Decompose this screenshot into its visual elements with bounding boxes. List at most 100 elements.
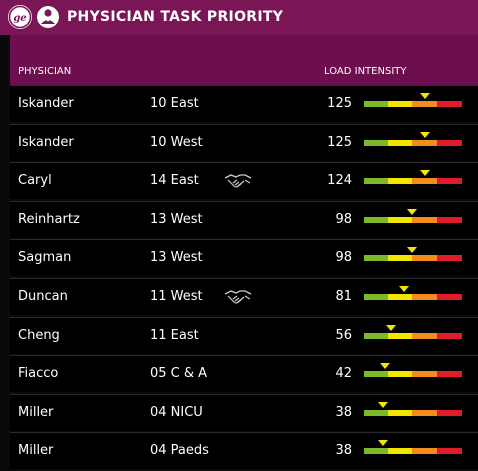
intensity-segment [412, 216, 437, 223]
intensity-segment [412, 255, 437, 262]
intensity-segment [437, 409, 462, 416]
unit-location: 11 West [150, 288, 203, 304]
table-row[interactable]: Iskander 10 East 125 [10, 85, 478, 122]
load-intensity-bar [364, 440, 462, 455]
intensity-segment [412, 139, 437, 146]
intensity-marker [377, 440, 388, 447]
load-intensity-bar [364, 170, 462, 185]
intensity-segment [437, 216, 462, 223]
page-title: PHYSICIAN TASK PRIORITY [67, 9, 284, 25]
physician-name: Iskander [18, 134, 74, 150]
load-intensity-bar [364, 93, 462, 107]
physician-name: Caryl [18, 173, 52, 189]
intensity-segment [388, 139, 412, 146]
table-row[interactable]: Sagman 13 West 98 [10, 239, 478, 277]
svg-text:ge: ge [13, 13, 26, 24]
intensity-segment [388, 332, 412, 339]
load-intensity-bar [364, 324, 462, 339]
app-header: ge PHYSICIAN TASK PRIORITY [0, 0, 478, 35]
unit-location: 13 West [150, 250, 203, 266]
unit-location: 05 C & A [150, 366, 208, 382]
ge-logo-icon: ge [8, 5, 32, 29]
load-intensity-bar [364, 285, 462, 300]
physician-name: Reinhartz [18, 211, 80, 227]
table-row[interactable]: Miller 04 NICU 38 [10, 393, 478, 431]
intensity-segment [437, 178, 462, 185]
load-value: 98 [335, 211, 352, 227]
load-value: 42 [335, 366, 352, 382]
intensity-segment [364, 216, 388, 223]
intensity-segment [412, 448, 437, 455]
load-value: 38 [335, 443, 352, 459]
intensity-segment [388, 293, 412, 300]
load-value: 125 [327, 134, 352, 150]
load-value: 124 [327, 173, 352, 189]
unit-location: 13 West [150, 211, 203, 227]
table-row[interactable]: Reinhartz 13 West 98 [10, 200, 478, 238]
load-intensity-bar [364, 247, 462, 262]
intensity-segment [388, 255, 412, 262]
intensity-marker [386, 324, 397, 331]
intensity-segment [364, 101, 388, 107]
intensity-marker [407, 247, 418, 254]
load-value: 98 [335, 250, 352, 266]
intensity-segment [364, 332, 388, 339]
intensity-segment [437, 139, 462, 146]
unit-location: 11 East [150, 327, 199, 343]
intensity-segment [412, 371, 437, 378]
table-row[interactable]: Iskander 10 West 125 [10, 123, 478, 161]
intensity-segment [364, 371, 388, 378]
intensity-segment [364, 293, 388, 300]
intensity-segment [437, 293, 462, 300]
intensity-marker [420, 93, 431, 99]
physician-name: Iskander [18, 96, 74, 111]
physician-name: Miller [18, 443, 54, 459]
unit-location: 10 East [150, 96, 199, 111]
intensity-segment [364, 178, 388, 185]
intensity-segment [388, 101, 412, 107]
load-value: 125 [327, 96, 352, 111]
intensity-segment [437, 371, 462, 378]
physician-icon [36, 5, 60, 29]
column-header-load-intensity: LOAD INTENSITY [324, 66, 407, 77]
intensity-segment [364, 139, 388, 146]
intensity-segment [437, 255, 462, 262]
load-value: 56 [335, 327, 352, 343]
intensity-segment [412, 101, 437, 107]
intensity-segment [412, 409, 437, 416]
intensity-segment [388, 448, 412, 455]
intensity-marker [377, 401, 388, 408]
table-row[interactable]: Fiacco 05 C & A 42 [10, 355, 478, 393]
intensity-marker [407, 208, 418, 215]
unit-location: 14 East [150, 173, 199, 189]
physician-name: Miller [18, 404, 54, 420]
intensity-segment [412, 332, 437, 339]
physician-list: Iskander 10 East 125 Iskander 10 West 125 Cary… [10, 85, 478, 471]
intensity-segment [412, 178, 437, 185]
intensity-segment [412, 293, 437, 300]
table-row[interactable]: Duncan 11 West 81 [10, 277, 478, 315]
intensity-segment [364, 255, 388, 262]
intensity-marker [420, 131, 431, 138]
physician-name: Cheng [18, 327, 60, 343]
intensity-segment [437, 332, 462, 339]
table-row[interactable]: Caryl 14 East 124 [10, 162, 478, 200]
table-row[interactable]: Cheng 11 East 56 [10, 316, 478, 354]
column-header-physician: PHYSICIAN [18, 66, 72, 77]
table-row[interactable]: Miller 04 Paeds 38 [10, 432, 478, 470]
physician-name: Fiacco [18, 366, 59, 382]
intensity-segment [388, 216, 412, 223]
intensity-marker [379, 363, 390, 370]
unit-location: 04 NICU [150, 404, 203, 420]
load-intensity-bar [364, 401, 462, 416]
load-value: 81 [335, 288, 352, 304]
intensity-marker [398, 285, 409, 292]
load-value: 38 [335, 404, 352, 420]
unit-location: 04 Paeds [150, 443, 209, 459]
intensity-marker [419, 170, 430, 177]
load-intensity-bar [364, 363, 462, 378]
intensity-segment [437, 101, 462, 107]
handshake-icon [224, 172, 252, 190]
intensity-segment [388, 178, 412, 185]
handshake-icon [224, 288, 252, 306]
